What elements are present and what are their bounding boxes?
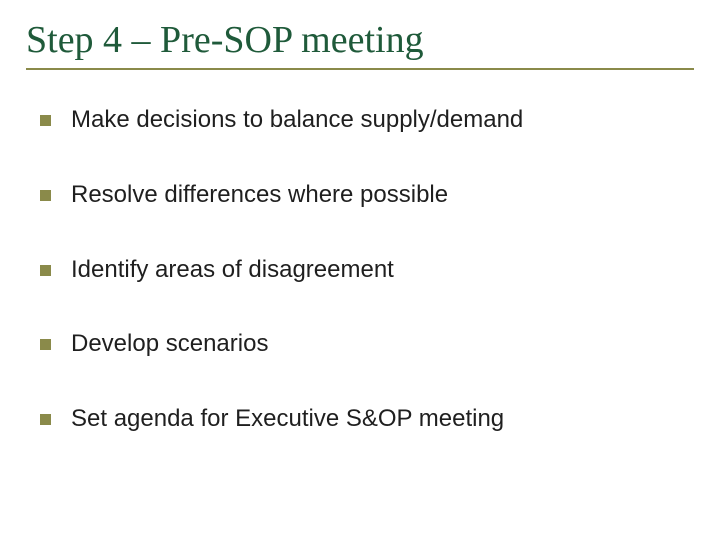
square-bullet-icon	[40, 265, 51, 276]
list-item: Identify areas of disagreement	[40, 256, 694, 285]
list-item: Develop scenarios	[40, 330, 694, 359]
list-item: Set agenda for Executive S&OP meeting	[40, 405, 694, 434]
bullet-text: Identify areas of disagreement	[71, 256, 394, 285]
bullet-text: Develop scenarios	[71, 330, 268, 359]
bullet-list: Make decisions to balance supply/demand …	[26, 106, 694, 434]
bullet-text: Make decisions to balance supply/demand	[71, 106, 523, 135]
list-item: Make decisions to balance supply/demand	[40, 106, 694, 135]
slide: Step 4 – Pre-SOP meeting Make decisions …	[0, 0, 720, 540]
square-bullet-icon	[40, 190, 51, 201]
bullet-text: Resolve differences where possible	[71, 181, 448, 210]
slide-title: Step 4 – Pre-SOP meeting	[26, 18, 694, 62]
bullet-text: Set agenda for Executive S&OP meeting	[71, 405, 504, 434]
square-bullet-icon	[40, 115, 51, 126]
title-wrap: Step 4 – Pre-SOP meeting	[26, 18, 694, 70]
list-item: Resolve differences where possible	[40, 181, 694, 210]
square-bullet-icon	[40, 414, 51, 425]
square-bullet-icon	[40, 339, 51, 350]
